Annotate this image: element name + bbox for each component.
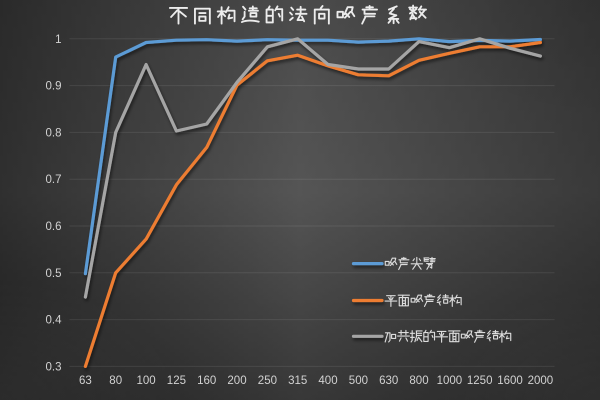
svg-text:160: 160	[197, 375, 216, 387]
svg-text:400: 400	[318, 375, 337, 387]
svg-text:0.7: 0.7	[46, 174, 62, 186]
svg-text:0.3: 0.3	[46, 361, 62, 373]
svg-text:1: 1	[55, 34, 61, 46]
svg-text:500: 500	[349, 375, 368, 387]
svg-text:2000: 2000	[528, 375, 554, 387]
svg-text:315: 315	[288, 375, 307, 387]
svg-text:630: 630	[379, 375, 398, 387]
svg-text:125: 125	[167, 375, 186, 387]
svg-text:63: 63	[79, 375, 92, 387]
svg-text:80: 80	[109, 375, 122, 387]
svg-text:250: 250	[258, 375, 277, 387]
svg-text:100: 100	[137, 375, 156, 387]
svg-text:0.5: 0.5	[46, 268, 62, 280]
svg-text:0.6: 0.6	[46, 221, 62, 233]
svg-text:0.9: 0.9	[46, 81, 62, 93]
svg-text:800: 800	[409, 375, 428, 387]
svg-text:200: 200	[227, 375, 246, 387]
svg-text:0.8: 0.8	[46, 127, 62, 139]
svg-text:1250: 1250	[467, 375, 493, 387]
svg-text:1600: 1600	[497, 375, 523, 387]
svg-text:1000: 1000	[437, 375, 463, 387]
svg-text:0.4: 0.4	[46, 315, 63, 327]
